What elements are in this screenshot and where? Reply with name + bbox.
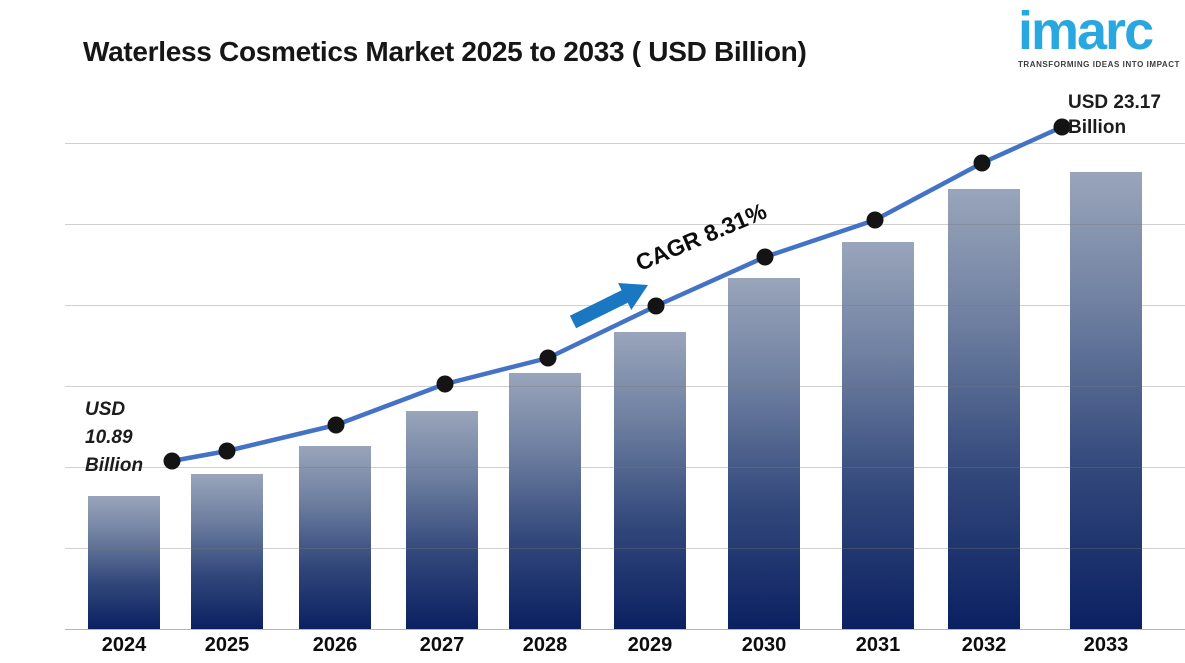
gridline-3 [65, 386, 1185, 387]
data-point-2029 [647, 297, 665, 315]
gridline-4 [65, 467, 1185, 468]
trend-line [169, 124, 1065, 464]
start-value-line2: 10.89 [85, 427, 133, 448]
data-point-2026 [327, 416, 345, 434]
bar-2031 [842, 242, 914, 629]
x-axis-label-2032: 2032 [961, 634, 1007, 656]
end-value-line2: Billion [1068, 117, 1127, 138]
data-point-2025 [218, 442, 236, 460]
end-value-line1: USD 23.17 [1068, 92, 1161, 113]
data-point-2032 [973, 154, 991, 172]
data-point-2027 [436, 375, 454, 393]
x-axis-label-2031: 2031 [855, 634, 901, 656]
data-point-2031 [866, 211, 884, 229]
x-axis-label-2025: 2025 [204, 634, 250, 656]
x-axis-label-2024: 2024 [101, 634, 147, 656]
x-axis-label-2030: 2030 [741, 634, 787, 656]
x-axis-label-2028: 2028 [522, 634, 568, 656]
gridline-5 [65, 548, 1185, 549]
data-point-2028 [539, 349, 557, 367]
data-point-2033 [1053, 118, 1071, 136]
gridline-2 [65, 305, 1185, 306]
bar-2032 [948, 189, 1020, 629]
bar-2024 [88, 496, 160, 629]
x-axis-label-2026: 2026 [312, 634, 358, 656]
gridline-0 [65, 143, 1185, 144]
data-point-2024 [163, 452, 181, 470]
start-value-line3: Billion [85, 455, 144, 476]
bar-2027 [406, 411, 478, 629]
bar-2033 [1070, 172, 1142, 629]
x-axis-label-2029: 2029 [627, 634, 673, 656]
bar-2028 [509, 373, 581, 629]
x-axis-line [65, 629, 1185, 630]
imarc-logo: imarc TRANSFORMING IDEAS INTO IMPACT [1018, 1, 1180, 69]
bar-2029 [614, 332, 686, 629]
imarc-logo-tagline: TRANSFORMING IDEAS INTO IMPACT [1018, 60, 1180, 69]
x-axis-label-2033: 2033 [1083, 634, 1129, 656]
bar-2030 [728, 278, 800, 629]
start-value-label: USD 10.89 Billion [85, 396, 143, 480]
data-point-2030 [756, 248, 774, 266]
start-value-line1: USD [85, 399, 126, 420]
bar-2026 [299, 446, 371, 629]
bar-2025 [191, 474, 263, 629]
chart-title: Waterless Cosmetics Market 2025 to 2033 … [83, 36, 807, 67]
cagr-arrow-icon [569, 283, 648, 329]
x-axis-label-2027: 2027 [419, 634, 465, 656]
gridline-1 [65, 224, 1185, 225]
end-value-label: USD 23.17 Billion [1068, 90, 1161, 140]
imarc-logo-wordmark: imarc [1018, 1, 1154, 61]
